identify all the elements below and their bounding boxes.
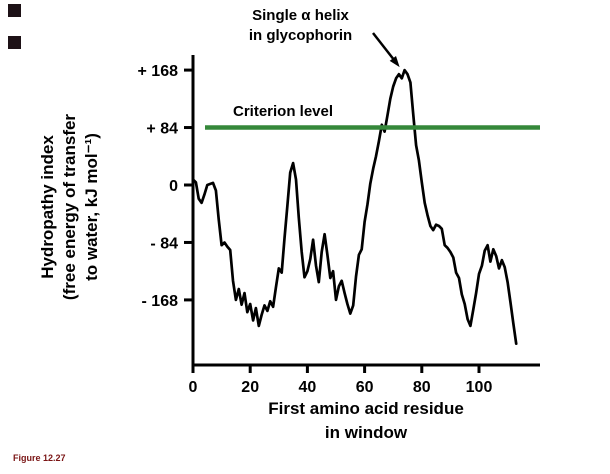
figure-caption: Figure 12.27 xyxy=(13,453,66,463)
x-tick-label: 0 xyxy=(189,379,198,396)
y-axis-label-line3: to water, kJ mol⁻¹) xyxy=(82,133,101,281)
y-tick-label: + 168 xyxy=(138,63,179,80)
x-axis-label-line2: in window xyxy=(324,423,408,442)
x-tick-label: 80 xyxy=(413,379,431,396)
y-tick-label: - 84 xyxy=(150,235,178,252)
peak-annotation-line2: in glycophorin xyxy=(248,26,353,44)
y-tick-label: - 168 xyxy=(142,293,179,310)
peak-annotation: Single α helix in glycophorin xyxy=(218,6,383,45)
y-axis-label: Hydropathy index (free energy of transfe… xyxy=(37,52,103,362)
x-axis-label: First amino acid residue in window xyxy=(216,397,516,445)
page-marker-square-2 xyxy=(8,36,21,49)
x-tick-label: 20 xyxy=(241,379,259,396)
peak-annotation-line1: Single α helix xyxy=(252,7,349,24)
y-axis-label-line1: Hydropathy index xyxy=(38,135,57,279)
x-tick-label: 100 xyxy=(466,379,493,396)
annotation-arrow-line xyxy=(372,32,396,62)
hydropathy-curve xyxy=(191,68,518,346)
x-tick-label: 40 xyxy=(299,379,317,396)
y-axis-label-line2: (free energy of transfer xyxy=(60,113,79,301)
annotation-arrowhead xyxy=(389,56,400,68)
criterion-level-label: Criterion level xyxy=(233,103,334,120)
x-axis-label-line1: First amino acid residue xyxy=(268,399,464,418)
y-tick-label: 0 xyxy=(169,178,178,195)
y-tick-label: + 84 xyxy=(146,121,178,138)
page-marker-square-1 xyxy=(8,4,21,17)
x-tick-label: 60 xyxy=(356,379,374,396)
